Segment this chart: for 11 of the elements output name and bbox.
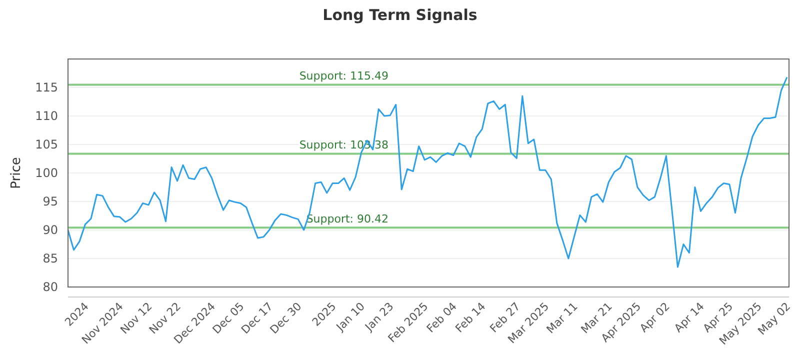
chart-title: Long Term Signals [322, 6, 478, 24]
y-tick-label: 100 [35, 166, 58, 180]
y-tick-label: 90 [42, 223, 58, 237]
y-tick-label: 80 [42, 280, 58, 294]
ref-line-label: Support: 115.49 [299, 70, 388, 83]
y-tick-label: 105 [35, 138, 58, 152]
y-tick-label: 95 [42, 194, 58, 208]
y-tick-label: 110 [35, 109, 58, 123]
y-tick-label: 115 [35, 80, 58, 94]
y-axis-title: Price [9, 157, 24, 189]
y-tick-label: 85 [42, 252, 58, 266]
